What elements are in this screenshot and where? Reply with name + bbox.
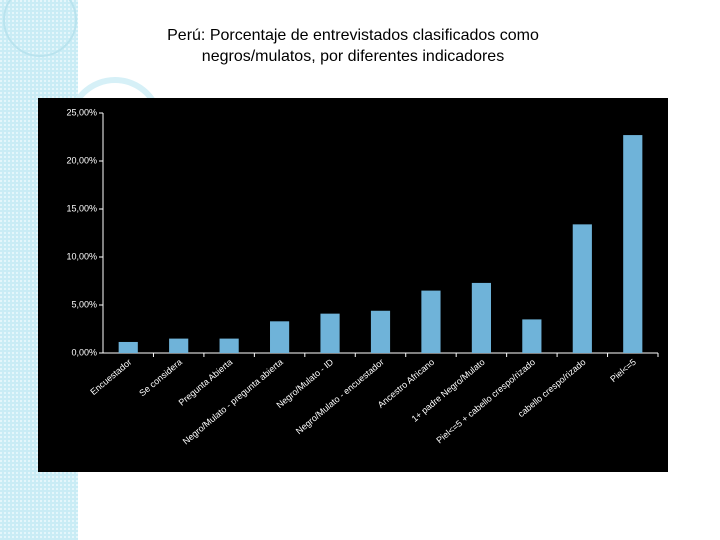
y-tick-label: 15,00%	[66, 203, 97, 213]
bar	[219, 338, 239, 353]
bar	[320, 313, 340, 353]
bar	[169, 338, 189, 353]
chart-title: Perú: Porcentaje de entrevistados clasif…	[167, 27, 539, 65]
y-tick-label: 5,00%	[71, 299, 97, 309]
bar	[270, 321, 290, 353]
bar	[421, 290, 441, 353]
y-tick-label: 0,00%	[71, 347, 97, 357]
y-tick-label: 25,00%	[66, 107, 97, 117]
bar	[522, 319, 542, 353]
bar	[623, 135, 643, 353]
decoration	[3, 0, 77, 57]
bar	[471, 282, 491, 353]
bar	[572, 224, 592, 353]
bar	[118, 341, 138, 353]
y-tick-label: 20,00%	[66, 155, 97, 165]
y-tick-label: 10,00%	[66, 251, 97, 261]
chart-area	[38, 98, 668, 472]
bar	[370, 310, 391, 353]
